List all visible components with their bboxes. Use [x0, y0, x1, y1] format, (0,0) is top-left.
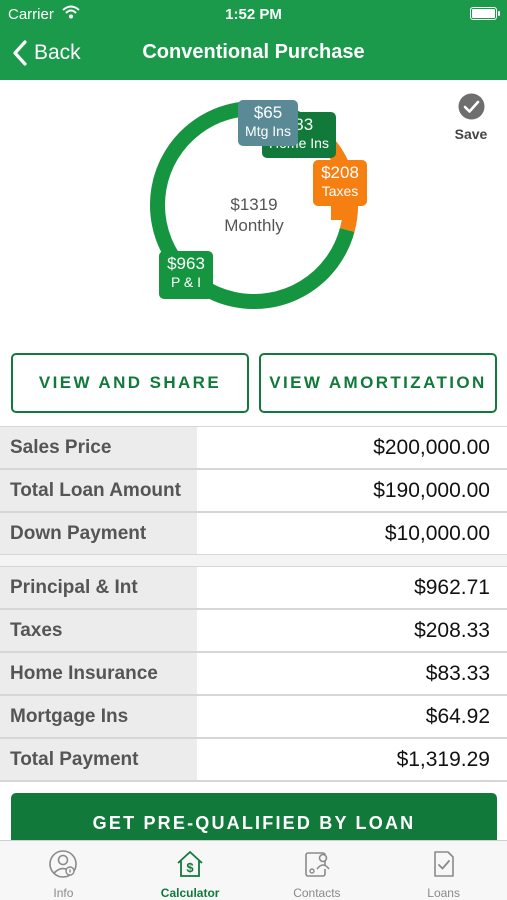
row-value[interactable]: $10,000.00: [197, 513, 507, 554]
table-row: Total Payment $1,319.29: [0, 739, 507, 782]
table-row: Taxes $208.33: [0, 610, 507, 653]
row-label: Total Loan Amount: [0, 470, 197, 511]
status-bar: Carrier 1:52 PM: [0, 0, 507, 28]
tab-label: Contacts: [293, 886, 341, 900]
row-label: Down Payment: [0, 513, 197, 554]
save-label: Save: [454, 126, 488, 142]
monthly-total: $1319: [230, 195, 278, 214]
svg-text:$: $: [187, 860, 195, 875]
loan-summary-table: Sales Price $200,000.00 Total Loan Amoun…: [0, 426, 507, 556]
row-label: Home Insurance: [0, 653, 197, 694]
row-label: Total Payment: [0, 739, 197, 780]
tab-info[interactable]: Info: [0, 841, 127, 900]
table-row: Sales Price $200,000.00: [0, 427, 507, 470]
document-check-icon: [433, 851, 454, 877]
table-row: Principal & Int $962.71: [0, 567, 507, 610]
pi-amount: $963: [167, 254, 205, 273]
nav-bar: Back Conventional Purchase: [0, 28, 507, 80]
tab-contacts[interactable]: Contacts: [254, 841, 381, 900]
taxes-amount: $208: [321, 163, 359, 182]
tab-bar: Info $ Calculator Contacts Loans: [0, 840, 507, 900]
mtg-ins-tag: $65 Mtg Ins: [238, 100, 298, 146]
row-value[interactable]: $200,000.00: [197, 427, 507, 468]
view-amortization-button[interactable]: VIEW AMORTIZATION: [259, 353, 497, 413]
clock-label: 1:52 PM: [225, 6, 282, 23]
payment-chart: $1319 Monthly $83 Home Ins $65 Mtg Ins $…: [0, 80, 507, 342]
mtg-ins-amount: $65: [253, 103, 283, 122]
tab-label: Loans: [427, 886, 460, 900]
battery-icon: [470, 7, 500, 20]
view-and-share-button[interactable]: VIEW AND SHARE: [11, 353, 249, 413]
checkmark-circle-icon: [458, 93, 484, 120]
page-title: Conventional Purchase: [142, 41, 365, 63]
row-value[interactable]: $190,000.00: [197, 470, 507, 511]
mtg-ins-label: Mtg Ins: [245, 123, 291, 139]
save-button[interactable]: Save: [448, 93, 494, 142]
table-row: Down Payment $10,000.00: [0, 513, 507, 556]
taxes-tag: $208 Taxes: [313, 160, 367, 220]
monthly-label: Monthly: [224, 216, 284, 235]
row-label: Taxes: [0, 610, 197, 651]
row-value: $64.92: [197, 696, 507, 737]
pi-label: P & I: [170, 274, 202, 290]
carrier-label: Carrier: [8, 6, 54, 23]
pi-tag: $963 P & I: [159, 251, 213, 299]
user-info-icon: [49, 850, 78, 878]
tab-loans[interactable]: Loans: [380, 841, 507, 900]
chevron-left-icon: [13, 40, 27, 66]
tab-label: Calculator: [160, 886, 220, 900]
table-row: Home Insurance $83.33: [0, 653, 507, 696]
row-label: Sales Price: [0, 427, 197, 468]
contacts-icon: [305, 852, 330, 877]
row-label: Principal & Int: [0, 567, 197, 608]
taxes-label: Taxes: [321, 183, 359, 199]
back-label: Back: [34, 41, 81, 64]
row-value: $208.33: [197, 610, 507, 651]
row-value: $83.33: [197, 653, 507, 694]
table-row: Mortgage Ins $64.92: [0, 696, 507, 739]
table-row: Total Loan Amount $190,000.00: [0, 470, 507, 513]
house-dollar-icon: $: [177, 851, 203, 877]
wifi-icon: [62, 5, 80, 23]
tab-calculator[interactable]: $ Calculator: [127, 841, 254, 900]
payment-breakdown-table: Principal & Int $962.71 Taxes $208.33 Ho…: [0, 566, 507, 782]
row-label: Mortgage Ins: [0, 696, 197, 737]
row-value: $962.71: [197, 567, 507, 608]
tab-label: Info: [53, 886, 74, 900]
row-value: $1,319.29: [197, 739, 507, 780]
section-divider: [0, 555, 507, 566]
back-button[interactable]: Back: [12, 38, 81, 68]
